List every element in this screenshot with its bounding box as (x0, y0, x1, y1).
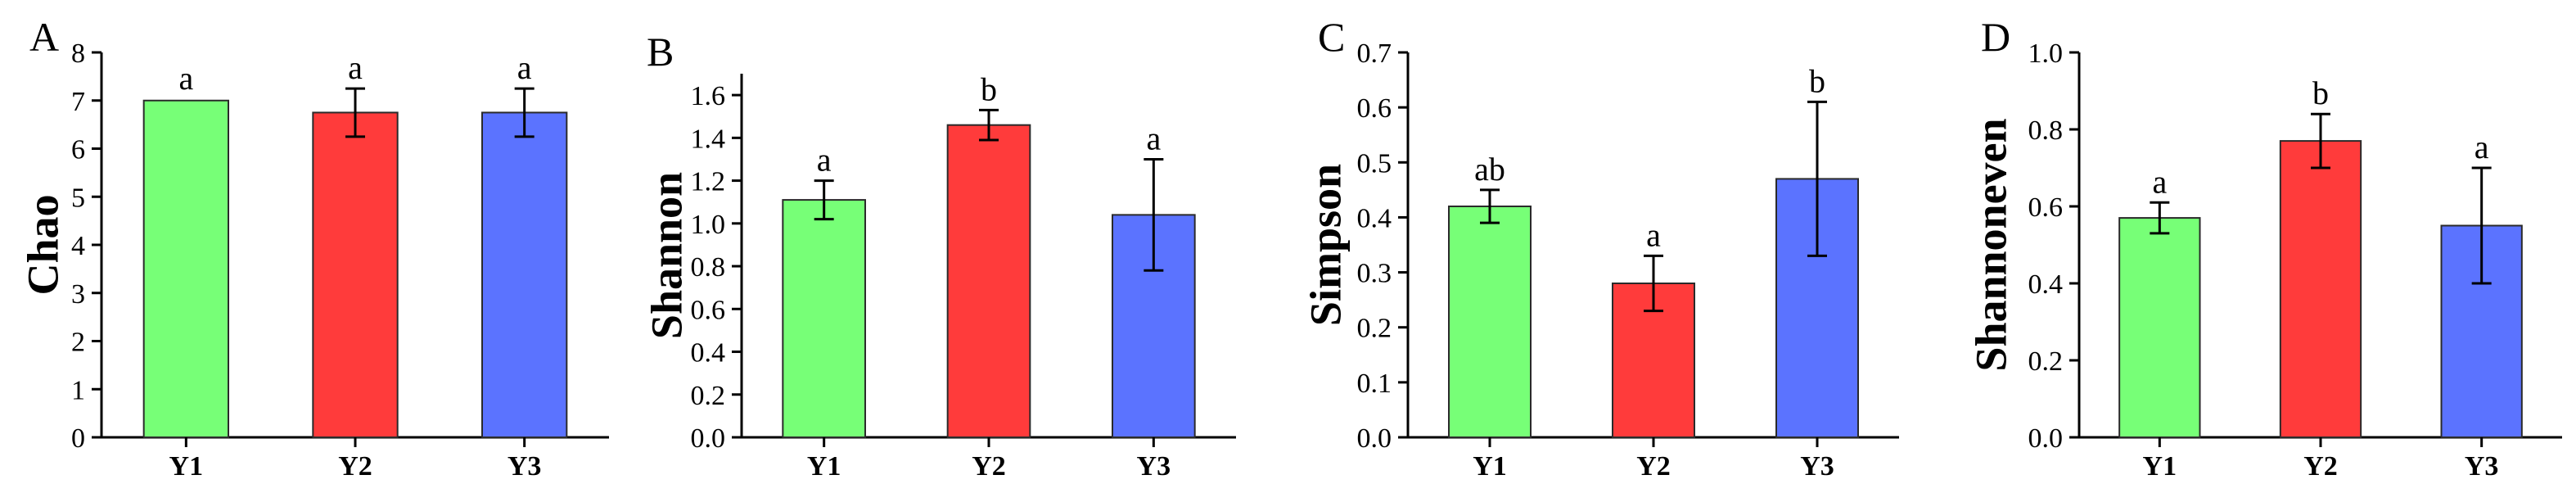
y-tick-label: 1.0 (2028, 38, 2064, 69)
bar-y1 (142, 99, 230, 438)
y-tick-label: 5 (71, 183, 85, 213)
y-tick-label: 3 (71, 279, 85, 310)
panel-letter: B (647, 29, 674, 75)
bar-y2 (312, 111, 399, 438)
y-tick-label: 2 (71, 328, 85, 358)
bar-y3 (481, 111, 568, 438)
y-tick-label: 0.0 (2028, 423, 2064, 454)
bar-y1 (782, 199, 866, 438)
y-tick-label: 0.4 (2028, 269, 2064, 300)
y-tick-label: 0.6 (691, 295, 726, 325)
x-tick-label: Y3 (508, 451, 542, 482)
y-tick-label: 0.5 (1357, 148, 1392, 179)
bar-y1 (1448, 206, 1532, 438)
y-tick-label: 0.8 (2028, 115, 2064, 146)
chart-panel-b: 0.0 0.2 0.4 0.6 0.8 1.0 1.2 1.4 1.6 Y1 a Y2 b Y3 a Shan… (642, 29, 1236, 482)
y-axis-label: Shannoneven (1966, 118, 2015, 371)
y-tick-label: 0.2 (1357, 314, 1392, 344)
y-tick-label: 0.4 (691, 338, 726, 369)
chart-panel-c: 0.0 0.1 0.2 0.3 0.4 0.5 0.6 0.7 Y1 ab Y2 a Y3 b Simpso… (1301, 14, 1899, 482)
chart-panel-d: 0.0 0.2 0.4 0.6 0.8 1.0 Y1 a Y2 b Y3 a Shannoneven D (1966, 14, 2562, 482)
y-tick-label: 8 (71, 38, 85, 69)
y-tick-label: 1 (71, 375, 85, 405)
y-tick-label: 0.0 (691, 423, 726, 454)
y-axis-label: Chao (18, 194, 67, 295)
y-tick-label: 1.2 (691, 167, 726, 197)
significance-label: a (2152, 163, 2167, 200)
x-tick-label: Y2 (338, 451, 372, 482)
y-tick-label: 7 (71, 87, 85, 117)
y-tick-label: 1.0 (691, 210, 726, 240)
x-tick-label: Y2 (972, 451, 1006, 482)
significance-label: a (2474, 129, 2489, 165)
bar-y2 (2279, 140, 2362, 438)
bar-y1 (2118, 217, 2201, 438)
significance-label: a (348, 49, 363, 86)
y-axis-label: Simpson (1301, 164, 1350, 326)
y-axis-label: Shannon (642, 172, 691, 339)
y-tick-label: 0.6 (1357, 93, 1392, 124)
y-tick-label: 0.6 (2028, 192, 2064, 223)
y-tick-label: 0.4 (1357, 203, 1392, 233)
significance-label: a (178, 60, 193, 97)
panel-letter: C (1318, 14, 1345, 60)
significance-label: a (817, 142, 832, 179)
y-tick-label: 6 (71, 135, 85, 165)
significance-label: b (2312, 75, 2329, 111)
significance-label: b (1809, 62, 1825, 99)
significance-label: a (1646, 216, 1661, 253)
y-tick-label: 0.7 (1357, 38, 1392, 69)
x-tick-label: Y3 (1800, 451, 1834, 482)
x-tick-label: Y3 (1137, 451, 1171, 482)
significance-label: a (1146, 120, 1161, 156)
panel-letter: D (1981, 14, 2010, 60)
significance-label: ab (1474, 151, 1505, 188)
significance-label: a (517, 49, 532, 86)
y-tick-label: 0.1 (1357, 369, 1392, 399)
significance-label: b (981, 70, 997, 107)
y-tick-label: 1.4 (691, 124, 726, 154)
x-tick-label: Y1 (169, 451, 204, 482)
x-tick-label: Y2 (2303, 451, 2338, 482)
x-tick-label: Y1 (1473, 451, 1507, 482)
panel-letter: A (29, 14, 59, 60)
bar-y2 (946, 124, 1031, 439)
y-tick-label: 0.8 (691, 252, 726, 283)
y-tick-label: 0.3 (1357, 259, 1392, 289)
x-tick-label: Y1 (807, 451, 841, 482)
y-tick-label: 0.2 (691, 381, 726, 411)
y-tick-label: 0.2 (2028, 346, 2064, 377)
x-tick-label: Y1 (2143, 451, 2177, 482)
y-tick-label: 0 (71, 423, 85, 454)
y-tick-label: 4 (71, 231, 85, 261)
y-tick-label: 1.6 (691, 81, 726, 111)
x-tick-label: Y2 (1636, 451, 1671, 482)
y-tick-label: 0.0 (1357, 423, 1392, 454)
x-tick-label: Y3 (2465, 451, 2499, 482)
chart-panel-a: 0 1 2 3 4 5 6 7 8 Y1 a Y2 a Y3 a Chao A (18, 14, 609, 482)
